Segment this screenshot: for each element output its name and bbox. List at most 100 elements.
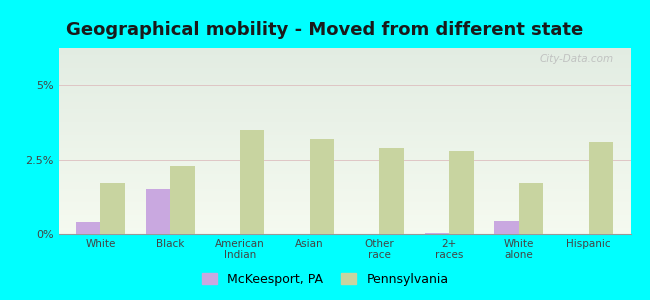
Bar: [58, 139, 630, 141]
Bar: [589, 142, 613, 234]
Bar: [58, 199, 630, 200]
Bar: [58, 223, 630, 225]
Bar: [58, 226, 630, 228]
Bar: [58, 171, 630, 172]
Bar: [58, 54, 630, 56]
Bar: [58, 121, 630, 122]
Bar: [58, 167, 630, 169]
Bar: [58, 188, 630, 189]
Bar: [58, 189, 630, 191]
Bar: [58, 193, 630, 195]
Bar: [58, 147, 630, 148]
Bar: [58, 57, 630, 59]
Bar: [58, 68, 630, 70]
Bar: [58, 175, 630, 176]
Bar: [449, 151, 474, 234]
Bar: [58, 87, 630, 89]
Bar: [58, 160, 630, 161]
Bar: [58, 186, 630, 188]
Bar: [58, 210, 630, 212]
Bar: [58, 111, 630, 113]
Bar: [58, 117, 630, 119]
Bar: [58, 56, 630, 57]
Bar: [58, 182, 630, 184]
Bar: [58, 48, 630, 50]
Bar: [58, 119, 630, 121]
Bar: [495, 220, 519, 234]
Bar: [58, 143, 630, 145]
Bar: [58, 122, 630, 124]
Bar: [58, 215, 630, 217]
Bar: [58, 184, 630, 186]
Bar: [58, 178, 630, 180]
Bar: [58, 52, 630, 54]
Bar: [58, 61, 630, 63]
Bar: [58, 124, 630, 126]
Bar: [58, 176, 630, 178]
Bar: [58, 165, 630, 167]
Bar: [58, 126, 630, 128]
Bar: [58, 98, 630, 100]
Bar: [58, 50, 630, 52]
Bar: [58, 180, 630, 182]
Bar: [58, 89, 630, 91]
Bar: [58, 96, 630, 98]
Bar: [58, 93, 630, 94]
Bar: [58, 128, 630, 130]
Bar: [58, 141, 630, 143]
Bar: [58, 161, 630, 163]
Bar: [58, 78, 630, 80]
Bar: [58, 204, 630, 206]
Text: City-Data.com: City-Data.com: [540, 54, 614, 64]
Bar: [58, 169, 630, 171]
Bar: [519, 183, 543, 234]
Bar: [380, 148, 404, 234]
Bar: [58, 94, 630, 96]
Bar: [58, 158, 630, 160]
Bar: [58, 150, 630, 152]
Bar: [58, 228, 630, 230]
Bar: [58, 115, 630, 117]
Bar: [58, 110, 630, 111]
Bar: [58, 132, 630, 134]
Bar: [58, 221, 630, 223]
Bar: [240, 130, 265, 234]
Bar: [58, 225, 630, 226]
Bar: [76, 222, 100, 234]
Bar: [58, 202, 630, 204]
Bar: [58, 63, 630, 65]
Bar: [58, 72, 630, 74]
Bar: [58, 113, 630, 115]
Bar: [58, 163, 630, 165]
Bar: [309, 139, 334, 234]
Bar: [58, 200, 630, 202]
Bar: [58, 219, 630, 221]
Bar: [58, 100, 630, 102]
Text: Geographical mobility - Moved from different state: Geographical mobility - Moved from diffe…: [66, 21, 584, 39]
Bar: [58, 85, 630, 87]
Bar: [58, 74, 630, 76]
Bar: [58, 156, 630, 158]
Bar: [100, 183, 125, 234]
Bar: [58, 135, 630, 137]
Bar: [58, 83, 630, 85]
Bar: [58, 232, 630, 234]
Bar: [58, 134, 630, 135]
Bar: [58, 208, 630, 210]
Bar: [58, 102, 630, 104]
Bar: [58, 172, 630, 175]
Bar: [58, 106, 630, 107]
Legend: McKeesport, PA, Pennsylvania: McKeesport, PA, Pennsylvania: [196, 268, 454, 291]
Bar: [58, 145, 630, 147]
Bar: [58, 107, 630, 110]
Bar: [58, 70, 630, 72]
Bar: [58, 217, 630, 219]
Bar: [58, 59, 630, 61]
Bar: [58, 191, 630, 193]
Bar: [146, 189, 170, 234]
Bar: [170, 166, 194, 234]
Bar: [58, 154, 630, 156]
Bar: [58, 148, 630, 150]
Bar: [58, 212, 630, 214]
Bar: [58, 130, 630, 132]
